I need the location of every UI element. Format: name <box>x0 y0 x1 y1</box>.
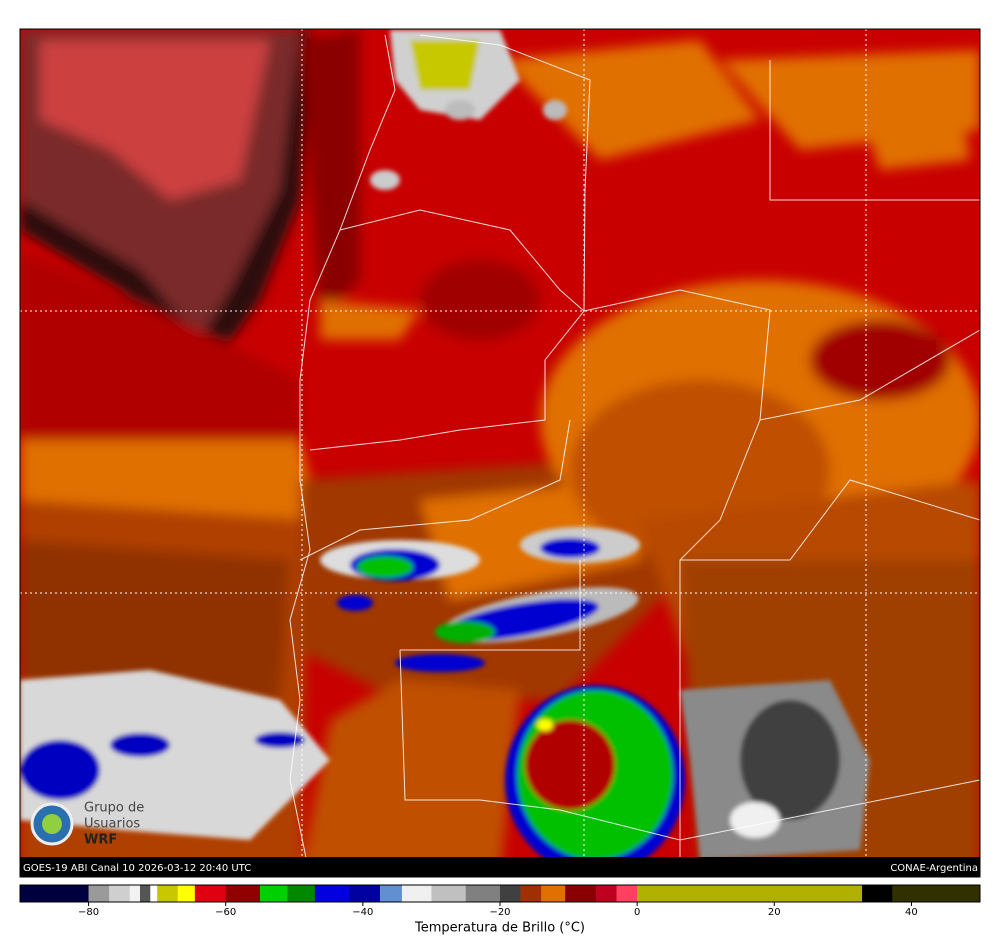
logo-text: Usuarios <box>84 817 140 832</box>
colorbar-segment <box>225 885 261 902</box>
colorbar-segment <box>157 885 179 902</box>
tick-label: 20 <box>768 907 781 918</box>
colorbar-segment <box>892 885 981 902</box>
colorbar-segment <box>140 885 151 902</box>
colorbar-segment <box>20 885 89 902</box>
borders <box>289 34 980 877</box>
colorbar-segment <box>596 885 617 902</box>
colorbar-segment <box>565 885 597 902</box>
colorbar-segment <box>500 885 521 902</box>
logo-text: WRF <box>84 833 117 848</box>
colorbar-segment <box>150 885 158 902</box>
colorbar-segment <box>465 885 501 902</box>
caption-right: CONAE-Argentina <box>890 863 978 874</box>
tick-label: 0 <box>634 907 640 918</box>
colorbar-frame <box>19 884 981 903</box>
colorbar-segment <box>194 885 227 902</box>
tick-label: −80 <box>78 907 99 918</box>
colorbar-segment <box>431 885 467 902</box>
tick-label: −40 <box>352 907 373 918</box>
caption-left: GOES-19 ABI Canal 10 2026-03-12 20:40 UT… <box>23 863 251 874</box>
tick-label: −60 <box>215 907 236 918</box>
colorbar-segment <box>88 885 110 902</box>
colorbar-segment <box>401 885 432 902</box>
colorbar-segment <box>541 885 566 902</box>
colorbar-segment <box>380 885 403 902</box>
tick-label: 40 <box>905 907 918 918</box>
tick-label: −20 <box>489 907 510 918</box>
logo-text: Grupo de <box>84 801 144 816</box>
colorbar-segment <box>177 885 196 902</box>
colorbar-segment <box>260 885 288 902</box>
map-frame <box>19 28 981 878</box>
colorbar-segment <box>349 885 381 902</box>
colorbar-label: Temperatura de Brillo (°C) <box>414 921 585 936</box>
colorbar-segment <box>314 885 350 902</box>
colorbar-segment <box>520 885 542 902</box>
colorbar-segment <box>637 885 863 902</box>
graticule <box>20 29 980 877</box>
logo: Grupo de Usuarios WRF <box>30 801 144 848</box>
colorbar-segment <box>109 885 131 902</box>
colorbar: −80 −60 −40 −20 0 20 40 <box>20 885 981 918</box>
colorbar-segment <box>616 885 638 902</box>
colorbar-segment <box>287 885 316 902</box>
caption-bar <box>20 857 980 877</box>
satellite-image: Grupo de Usuarios WRF GOES-19 ABI Canal … <box>20 29 980 877</box>
colorbar-segment <box>862 885 893 902</box>
colorbar-segment <box>129 885 141 902</box>
